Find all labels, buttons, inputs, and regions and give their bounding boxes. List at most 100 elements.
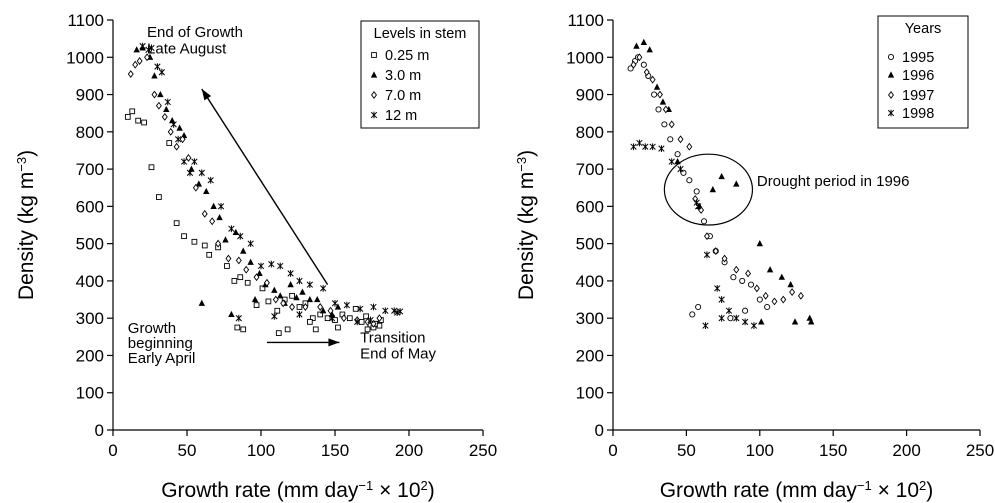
data-point: [324, 315, 331, 322]
x-tick-label: 0: [608, 441, 617, 460]
data-point: [280, 299, 287, 308]
data-point: [391, 307, 398, 315]
data-point: [340, 314, 347, 323]
x-tick-label: 150: [321, 441, 349, 460]
data-point: [235, 256, 242, 265]
y-tick-label: 600: [76, 197, 104, 216]
data-point: [718, 172, 725, 180]
data-point: [191, 158, 198, 166]
data-point: [191, 238, 198, 245]
x-tick-label: 200: [395, 441, 423, 460]
data-point: [225, 254, 232, 263]
data-point: [627, 65, 634, 72]
data-point: [151, 90, 158, 99]
legend-marker: [888, 91, 894, 99]
data-point: [201, 242, 208, 249]
data-point: [332, 317, 338, 323]
data-point: [357, 305, 364, 313]
data-point: [343, 301, 350, 309]
data-point: [215, 239, 222, 248]
data-point: [158, 68, 165, 76]
data-point: [689, 311, 696, 318]
data-point: [750, 322, 758, 330]
y-tick-label: 1100: [67, 11, 104, 30]
data-point: [206, 251, 213, 258]
data-point: [284, 326, 291, 333]
data-point: [179, 135, 186, 144]
y-tick-label: 400: [76, 272, 104, 291]
legend-marker: [370, 71, 378, 78]
series-7-0-m: [127, 53, 383, 328]
data-point: [725, 307, 733, 315]
y-tick-label: 900: [76, 86, 104, 105]
data-point: [247, 258, 254, 265]
data-point: [694, 202, 702, 210]
data-point: [702, 322, 709, 330]
data-point: [247, 240, 254, 248]
data-point: [180, 158, 188, 166]
data-point: [133, 46, 140, 53]
chart-panel-2: 0 100 200 300 400 500 600 700 800 900 1000 1100 0 50 1…: [514, 11, 995, 502]
legend-label: 1997: [902, 88, 934, 104]
legend-label: 7.0 m: [385, 88, 421, 104]
x-tick-label: 50: [677, 441, 696, 460]
data-point: [164, 98, 171, 106]
data-point: [272, 295, 279, 304]
data-point: [674, 151, 681, 158]
data-point: [762, 291, 769, 300]
data-point: [170, 120, 177, 128]
y-tick-label: 200: [576, 346, 604, 365]
data-point: [296, 304, 303, 310]
data-point: [263, 278, 270, 287]
annotation-text: End of Growth: [147, 24, 243, 41]
x-tick-label: 150: [819, 441, 847, 460]
data-point: [658, 145, 665, 152]
data-point: [328, 314, 336, 322]
data-point: [192, 183, 199, 192]
data-point: [228, 310, 235, 318]
data-point: [771, 297, 778, 306]
x-tick-label: 200: [892, 441, 920, 460]
data-point: [630, 143, 637, 151]
legend-marker: [887, 53, 895, 61]
data-point: [271, 312, 278, 320]
data-point: [741, 318, 749, 326]
y-tick-label: 300: [576, 309, 604, 328]
legend-box: [877, 15, 969, 129]
y-tick-label: 1100: [567, 11, 604, 30]
data-point: [636, 53, 643, 62]
data-point: [327, 306, 334, 315]
data-point: [698, 206, 705, 215]
y-tick-label: 0: [595, 421, 604, 440]
x-axis-title: Growth rate (mm day−1 × 102): [660, 478, 934, 503]
data-point: [243, 265, 250, 274]
data-point: [370, 303, 377, 311]
data-point: [287, 270, 294, 277]
data-point: [296, 277, 303, 285]
data-point: [642, 143, 649, 151]
data-point: [265, 298, 272, 305]
y-tick-label: 800: [76, 123, 104, 142]
data-point: [306, 295, 314, 303]
data-point: [354, 318, 361, 326]
data-point: [733, 314, 740, 322]
y-tick-label: 500: [576, 235, 604, 254]
data-point: [756, 296, 763, 303]
annotation-arrow-line: [201, 88, 329, 286]
data-point: [237, 274, 244, 281]
data-point: [358, 319, 365, 325]
legend-label: 3.0 m: [385, 68, 421, 84]
data-point: [789, 288, 796, 297]
series-1995: [627, 54, 771, 322]
data-point: [209, 217, 216, 226]
data-point: [201, 209, 208, 218]
legend-marker: [887, 71, 895, 78]
y-tick-label: 300: [76, 309, 104, 328]
x-axis-title: Growth rate (mm day−1 × 102): [161, 478, 435, 503]
data-point: [299, 288, 306, 295]
data-point: [156, 194, 162, 200]
annotation-text: End of May: [360, 345, 436, 362]
data-point: [234, 324, 241, 331]
y-tick-label: 200: [76, 346, 104, 365]
data-point: [712, 247, 719, 256]
